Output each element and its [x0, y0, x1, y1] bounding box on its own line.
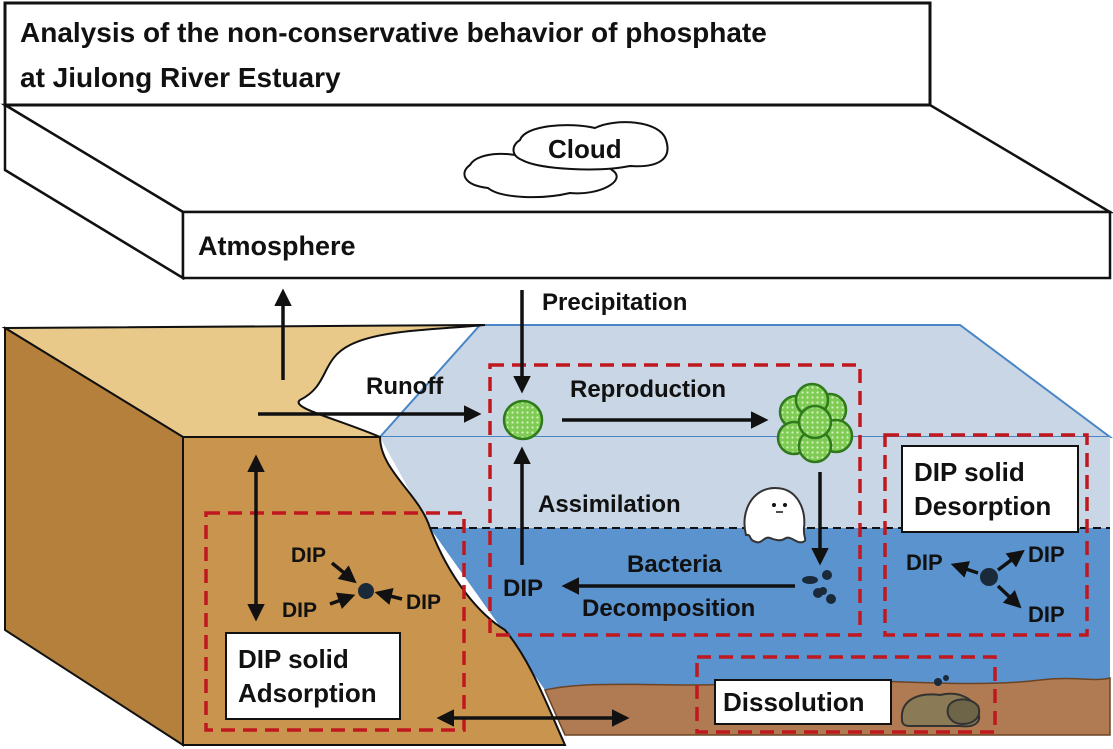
precipitation-label: Precipitation: [542, 289, 687, 316]
desorption-title-line-1: DIP solid: [914, 457, 1025, 487]
dissolution-region-box: [695, 655, 997, 734]
dissolution-label-box: [714, 679, 892, 725]
decomposition-label: Decomposition: [582, 595, 755, 622]
bacteria-icon: [743, 486, 807, 544]
adsorption-particle-icon: [358, 583, 374, 599]
adsorption-title-line-1: DIP solid: [238, 644, 349, 674]
adsorption-dip-top: DIP: [291, 544, 326, 567]
algae-colony-icon: [776, 382, 854, 464]
bacteria-label: Bacteria: [627, 551, 722, 578]
desorb-arrow-left: [950, 561, 979, 578]
desorption-dip-bottom-right: DIP: [1028, 602, 1065, 627]
desorption-dip-top-right: DIP: [1028, 542, 1065, 567]
desorption-dip-left: DIP: [906, 550, 943, 575]
adsorb-arrow-bottom: [329, 592, 356, 610]
desorption-label-box: [901, 445, 1079, 533]
desorb-arrow-bottom-right: [996, 584, 1022, 609]
rock-icon: [900, 675, 981, 728]
assimilation-label: Assimilation: [538, 491, 681, 518]
desorb-arrow-top-right: [996, 549, 1025, 572]
adsorption-dip-right: DIP: [406, 591, 441, 614]
dissolution-label: Dissolution: [723, 687, 865, 717]
desorption-region-box: [883, 433, 1089, 637]
atmosphere-label: Atmosphere: [198, 231, 356, 261]
detritus-particles-icon: [802, 570, 836, 604]
single-algae-icon: [502, 399, 544, 441]
adsorption-title-line-2: Adsorption: [238, 678, 377, 708]
biological-cycle-box: [488, 363, 862, 637]
adsorption-dip-bottom: DIP: [282, 599, 317, 622]
cycle-dip-label: DIP: [503, 575, 543, 602]
adsorption-label-box: [225, 632, 401, 720]
title-box: Analysis of the non-conservative behavio…: [3, 1, 932, 107]
arrows: [247, 288, 1025, 727]
title-line-1: Analysis of the non-conservative behavio…: [20, 17, 767, 48]
cloud-label: Cloud: [548, 134, 622, 164]
runoff-label: Runoff: [366, 373, 444, 400]
adsorb-arrow-top: [330, 561, 357, 584]
desorption-title-line-2: Desorption: [914, 491, 1051, 521]
title-line-2: at Jiulong River Estuary: [20, 62, 341, 93]
reproduction-label: Reproduction: [570, 376, 726, 403]
adsorb-arrow-right: [374, 587, 403, 605]
desorption-particle-icon: [980, 568, 998, 586]
dashed-boxes: [204, 363, 1089, 734]
adsorption-region-box: [204, 511, 466, 732]
cloud-icon: [463, 121, 669, 199]
